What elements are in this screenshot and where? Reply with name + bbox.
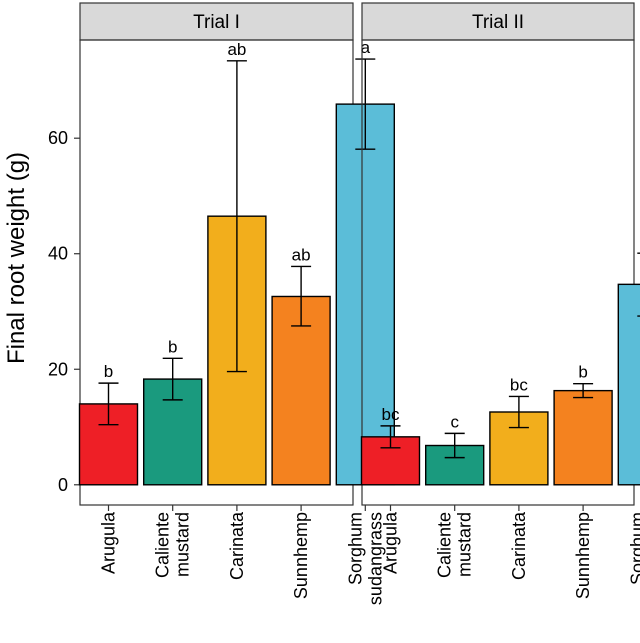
x-tick-label: Caliente mustard: [153, 512, 193, 578]
x-tick-label-line: Caliente: [435, 512, 455, 578]
significance-letter: b: [168, 337, 177, 356]
y-tick-label: 20: [48, 359, 68, 379]
x-tick-label-line: Sunnhemp: [573, 512, 593, 599]
bar: [271, 295, 331, 486]
x-tick-label-line: mustard: [173, 512, 193, 577]
panel-strip: [79, 2, 354, 41]
panel-border: [361, 39, 635, 506]
y-tick-label: 0: [58, 475, 68, 495]
x-tick-label-line: Carinata: [227, 511, 247, 580]
x-tick-label-line: Arugula: [381, 511, 401, 574]
x-tick-label: Caliente mustard: [435, 512, 475, 578]
y-axis-title: Final root weight (g): [3, 152, 30, 364]
significance-letter: ab: [292, 245, 311, 264]
y-tick-label: 40: [48, 244, 68, 264]
panel-title: Trial II: [472, 12, 524, 33]
x-tick-label-line: Sorghum: [345, 512, 365, 585]
significance-letter: ab: [227, 40, 246, 59]
x-tick-label: Arugula: [99, 511, 119, 574]
significance-letter: b: [104, 362, 113, 381]
bar: [617, 283, 640, 486]
bar: [553, 389, 613, 486]
x-tick-label: Carinata: [509, 511, 529, 580]
x-tick-label: Carinata: [227, 511, 247, 580]
x-tick-label-line: Caliente: [153, 512, 173, 578]
y-tick-label: 60: [48, 128, 68, 148]
significance-letter: bc: [382, 405, 400, 424]
significance-letter: b: [578, 363, 587, 382]
significance-letter: c: [450, 412, 459, 431]
bar: [335, 103, 395, 486]
x-tick-label: Sunnhemp: [573, 512, 593, 599]
x-tick-label-line: Sunnhemp: [291, 512, 311, 599]
significance-letter: bc: [510, 375, 528, 394]
x-tick-label: Arugula: [381, 511, 401, 574]
x-tick-label-line: Carinata: [509, 511, 529, 580]
panel-title: Trial I: [193, 12, 240, 33]
x-tick-label: Sunnhemp: [291, 512, 311, 599]
x-tick-label-line: Arugula: [99, 511, 119, 574]
panel-strip: [361, 2, 635, 41]
x-tick-label-line: sudangrass: [365, 512, 385, 605]
x-tick-label-line: Sorghum: [627, 512, 640, 585]
x-tick-label-line: mustard: [455, 512, 475, 577]
significance-letter: a: [361, 38, 371, 57]
